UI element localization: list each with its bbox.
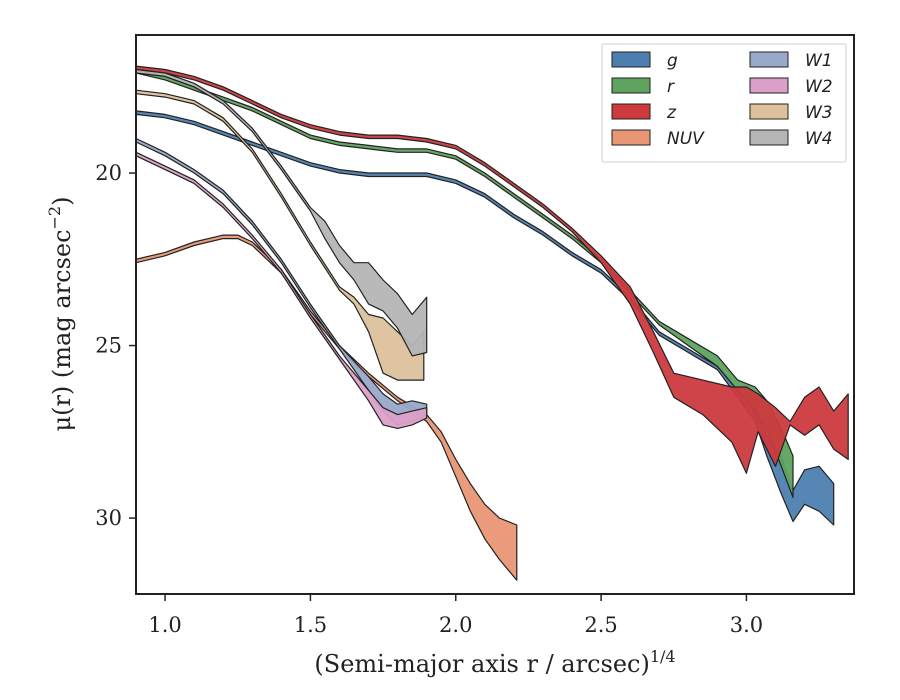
legend-label-w3: W3 [805,103,833,123]
x-axis: 1.0 1.5 2.0 2.5 3.0 [148,594,763,637]
legend-label-g: g [667,51,678,71]
legend-swatch-r [611,77,651,94]
series-band-z [136,65,849,474]
legend-swatch-w4 [749,129,789,146]
legend-swatch-w2 [749,77,789,94]
legend-label-nuv: NUV [667,129,705,149]
legend-swatch-w1 [749,51,789,68]
series-band-nuv [136,234,518,581]
x-tick-label: 1.5 [294,613,327,637]
series-band-w2 [136,151,428,429]
legend-label-w1: W1 [805,51,833,71]
series-band-w3 [136,89,425,381]
legend-swatch-nuv [611,129,651,146]
y-axis-label: μ(r) (mag arcsec−2) [45,197,76,432]
x-tick-label: 3.0 [730,613,763,637]
legend-swatch-w3 [749,103,789,120]
y-tick-label: 25 [95,334,122,358]
series-band-r [136,68,794,498]
x-tick-label: 2.0 [439,613,472,637]
x-axis-label: (Semi-major axis r / arcsec)1/4 [314,647,675,678]
legend-swatch-g [611,51,651,68]
legend: grz NUV W1 W2 W3 W4 [601,43,847,163]
y-axis: 20 25 30 [95,161,136,530]
legend-swatch-z [611,103,651,120]
y-tick-label: 20 [95,161,122,185]
series-band-g [136,110,835,526]
series-band-w4 [136,68,428,357]
x-tick-label: 2.5 [584,613,617,637]
legend-label-w2: W2 [805,77,833,97]
x-tick-label: 1.0 [148,613,181,637]
y-tick-label: 30 [95,506,122,530]
legend-label-r: r [667,77,675,97]
plot-frame [135,34,855,595]
legend-label-w4: W4 [805,129,833,149]
series-bands [136,65,849,581]
legend-label-z: z [666,103,677,123]
